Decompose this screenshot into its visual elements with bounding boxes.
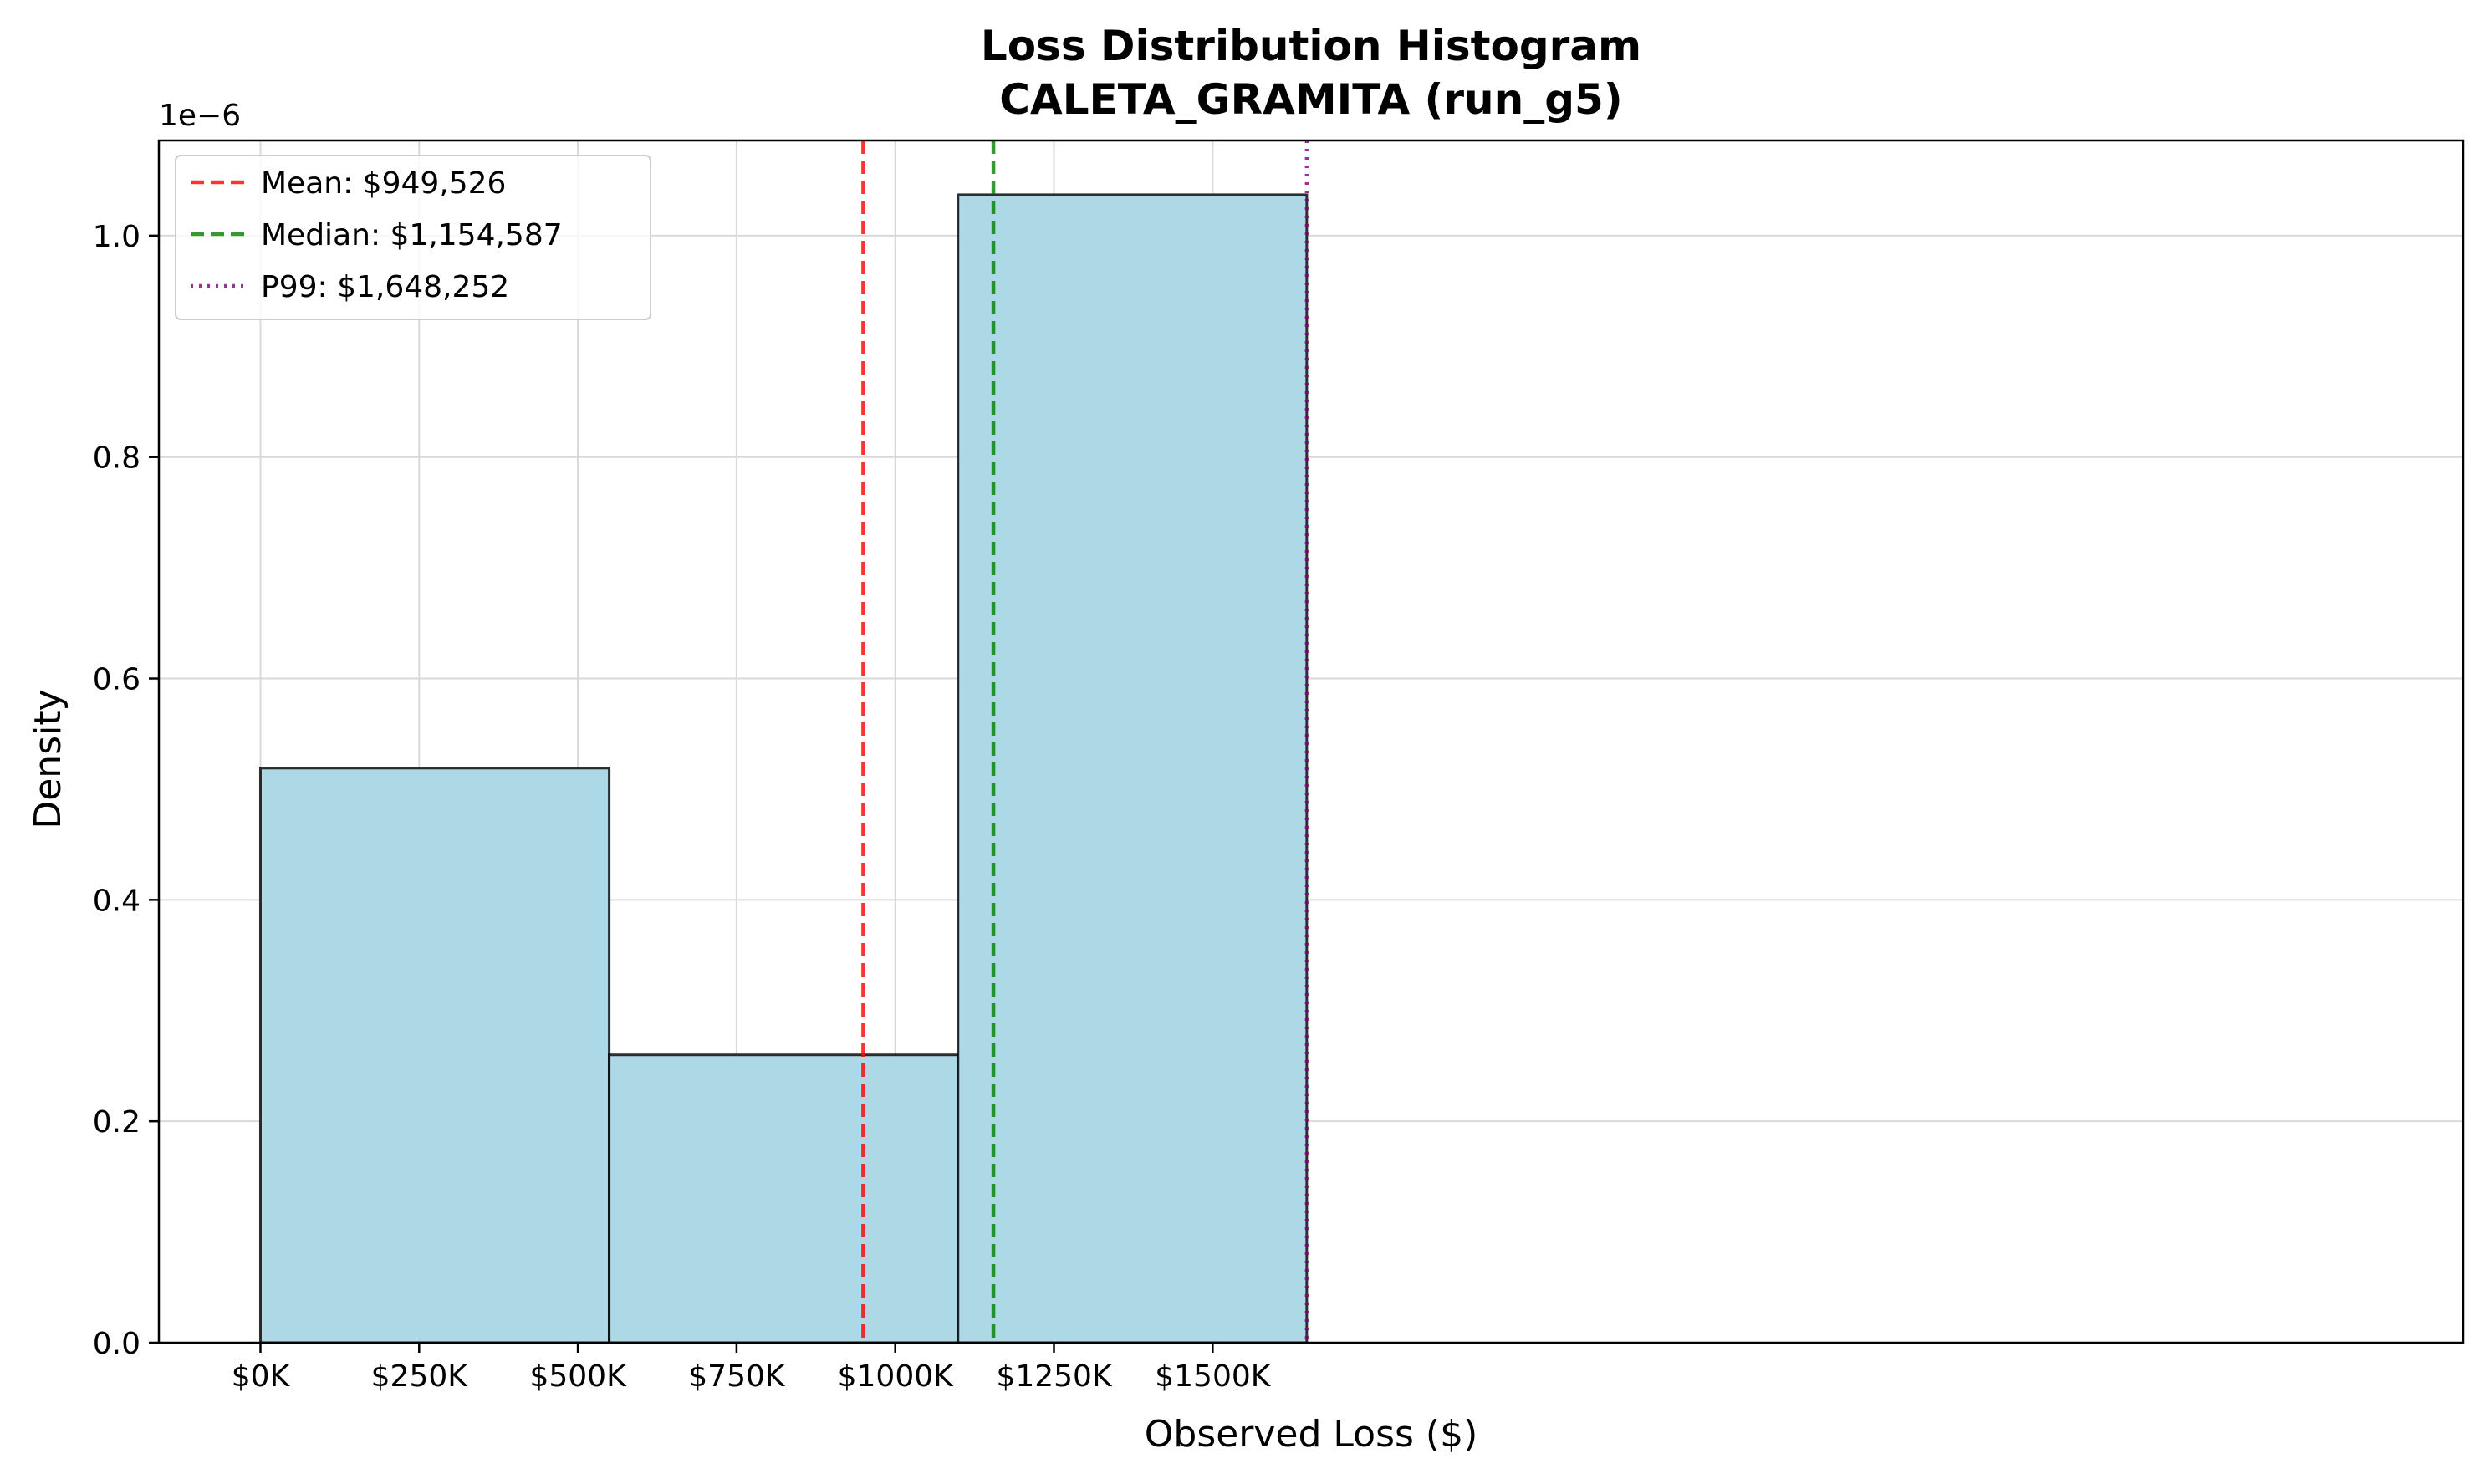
axis-ticks: $0K $250K $500K $750K $1000K $1250K $1500K 0.0 0… <box>93 220 1272 1394</box>
x-tick-label: $1000K <box>838 1359 955 1394</box>
y-tick-label: 1.0 <box>93 220 140 254</box>
chart-subtitle: CALETA_GRAMITA (run_g5) <box>999 75 1622 124</box>
y-tick-label: 0.8 <box>93 441 140 476</box>
x-tick-label: $1250K <box>996 1359 1113 1394</box>
legend-entry-label: Median: $1,154,587 <box>261 218 563 252</box>
legend-entry-label: P99: $1,648,252 <box>261 270 509 304</box>
legend: Mean: $949,526 Median: $1,154,587 P99: $1,… <box>175 155 651 320</box>
y-axis-label: Density <box>27 689 69 829</box>
histogram-bars <box>258 193 1309 1344</box>
y-axis-offset-label: 1e−6 <box>159 99 241 133</box>
legend-box <box>175 155 651 320</box>
x-tick-label: $500K <box>529 1359 627 1394</box>
x-tick-label: $250K <box>371 1359 469 1394</box>
x-tick-label: $0K <box>232 1359 291 1394</box>
histogram-bar <box>957 193 1309 1344</box>
x-tick-label: $1500K <box>1155 1359 1272 1394</box>
plot-area-frame <box>157 139 2465 1344</box>
x-axis-label: Observed Loss ($) <box>1145 1413 1478 1456</box>
y-tick-label: 0.2 <box>93 1105 140 1140</box>
histogram-bar <box>608 1053 960 1344</box>
chart-title: Loss Distribution Histogram <box>981 22 1641 70</box>
histogram-bar <box>258 767 611 1344</box>
x-tick-label: $750K <box>688 1359 786 1394</box>
y-tick-label: 0.6 <box>93 663 140 697</box>
y-tick-label: 0.0 <box>93 1327 140 1361</box>
legend-entry-label: Mean: $949,526 <box>261 166 506 201</box>
y-tick-label: 0.4 <box>93 884 140 918</box>
